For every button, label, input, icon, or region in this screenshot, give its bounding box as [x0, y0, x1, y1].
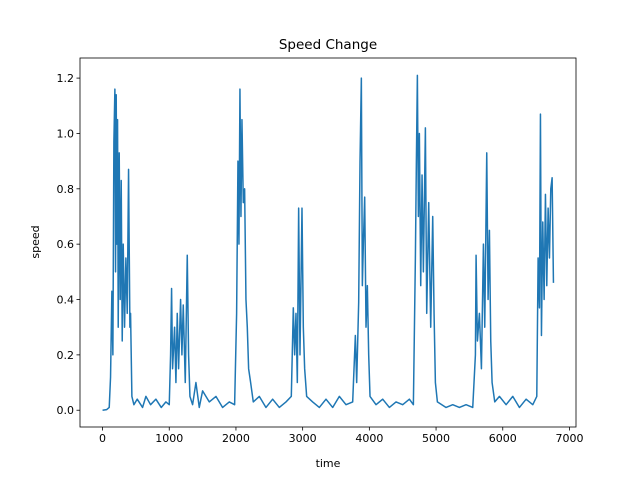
y-tick-label: 0.6 [57, 238, 75, 251]
y-tick-label: 0.8 [57, 183, 75, 196]
plot-frame [79, 57, 577, 428]
x-tick-label: 6000 [489, 432, 517, 445]
y-tick-label: 1.0 [57, 127, 75, 140]
x-tick-label: 4000 [355, 432, 383, 445]
x-tick-label: 3000 [289, 432, 317, 445]
x-tick-label: 0 [99, 432, 106, 445]
y-tick-label: 1.2 [57, 72, 75, 85]
x-tick-label: 5000 [422, 432, 450, 445]
x-axis-label: time [316, 457, 341, 470]
y-axis-label: speed [29, 225, 42, 258]
chart-title: Speed Change [279, 37, 377, 53]
data-line [102, 74, 555, 411]
x-tick-label: 2000 [222, 432, 250, 445]
y-tick-label: 0.4 [57, 294, 75, 307]
x-tick-label: 7000 [555, 432, 583, 445]
x-tick-label: 1000 [155, 432, 183, 445]
y-tick-label: 0.0 [57, 404, 75, 417]
y-tick-label: 0.2 [57, 349, 75, 362]
